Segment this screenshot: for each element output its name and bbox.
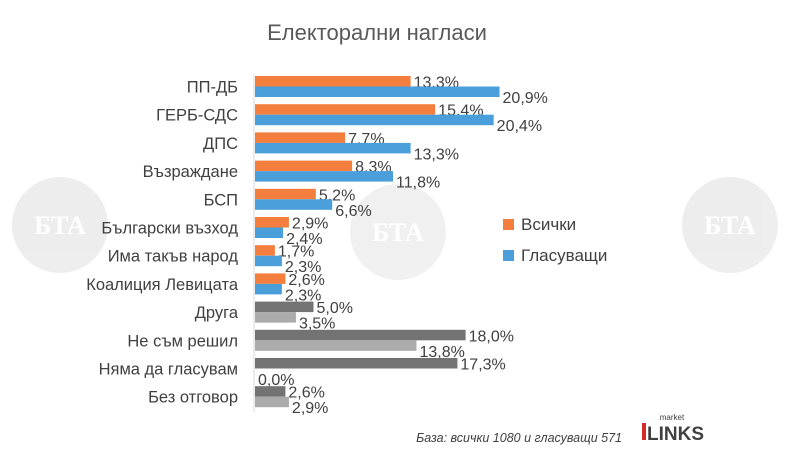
bar-glasuvashti-cat-1 — [255, 114, 494, 126]
value-label-glasuvashti-cat-2: 13,3% — [414, 146, 459, 163]
value-label-glasuvashti-cat-10: 0,0% — [258, 372, 294, 389]
category-label-cat-1: ГЕРБ-СДС — [156, 107, 238, 125]
chart-title: Електорални нагласи — [267, 20, 487, 45]
value-label-vsichki-cat-6: 1,7% — [278, 244, 314, 261]
bar-glasuvashti-cat-4 — [255, 199, 333, 210]
legend-label-vsichki: Всички — [521, 215, 576, 234]
category-label-cat-7: Коалиция Левицата — [86, 276, 239, 294]
bar-glasuvashti-cat-3 — [255, 171, 394, 182]
value-label-vsichki-cat-7: 2,6% — [288, 272, 324, 289]
bars-group: ПП-ДБ 13,3%20,9%ГЕРБ-СДС 15,4%20,4%ДПС 7,7%… — [86, 75, 548, 418]
bar-glasuvashti-cat-0 — [255, 86, 500, 97]
category-label-cat-3: Възраждане — [143, 163, 238, 181]
bar-glasuvashti-cat-11 — [255, 396, 289, 408]
bar-vsichki-cat-5 — [255, 217, 289, 228]
watermark-left: БТА — [12, 177, 108, 273]
market-links-logo: market LINKS — [642, 413, 704, 445]
value-label-glasuvashti-cat-0: 20,9% — [503, 90, 548, 107]
bar-vsichki-cat-4 — [255, 188, 316, 200]
category-label-cat-8: Друга — [195, 304, 239, 322]
value-label-glasuvashti-cat-5: 2,4% — [286, 231, 322, 248]
bar-vsichki-cat-3 — [255, 160, 353, 172]
footnote: База: всички 1080 и гласуващи 571 — [416, 431, 622, 445]
category-label-cat-6: Има такъв народ — [108, 248, 239, 266]
value-label-vsichki-cat-5: 2,9% — [292, 216, 328, 233]
value-label-glasuvashti-cat-8: 3,5% — [299, 316, 335, 333]
bar-vsichki-cat-11 — [255, 386, 286, 397]
value-label-glasuvashti-cat-6: 2,3% — [285, 259, 321, 276]
bar-glasuvashti-cat-7 — [255, 283, 282, 295]
logo-big-text: LINKS — [647, 424, 704, 445]
value-label-glasuvashti-cat-11: 2,9% — [292, 400, 328, 417]
logo-red-mark — [642, 423, 646, 440]
category-label-cat-4: БСП — [204, 191, 238, 209]
value-label-vsichki-cat-11: 2,6% — [288, 385, 324, 402]
logo-small-text: market — [660, 413, 685, 422]
bar-vsichki-cat-10 — [255, 358, 458, 369]
value-label-vsichki-cat-9: 18,0% — [469, 328, 514, 345]
bar-vsichki-cat-8 — [255, 301, 314, 313]
bar-vsichki-cat-7 — [255, 273, 286, 284]
bar-vsichki-cat-6 — [255, 245, 275, 256]
category-label-cat-0: ПП-ДБ — [187, 79, 238, 97]
value-label-glasuvashti-cat-3: 11,8% — [396, 175, 440, 192]
category-label-cat-11: Без отговор — [148, 389, 238, 407]
value-label-glasuvashti-cat-4: 6,6% — [335, 203, 371, 220]
value-label-glasuvashti-cat-1: 20,4% — [497, 118, 542, 135]
bar-vsichki-cat-0 — [255, 76, 411, 87]
svg-text:БТА: БТА — [34, 211, 86, 240]
bar-glasuvashti-cat-6 — [255, 255, 282, 267]
bar-vsichki-cat-2 — [255, 132, 346, 143]
legend: Всички Гласуващи — [503, 215, 607, 265]
value-label-vsichki-cat-8: 5,0% — [317, 300, 353, 317]
legend-swatch-glasuvashti — [503, 250, 514, 261]
bar-glasuvashti-cat-2 — [255, 142, 411, 154]
value-label-vsichki-cat-10: 17,3% — [460, 357, 505, 374]
bar-vsichki-cat-9 — [255, 329, 466, 341]
value-label-glasuvashti-cat-9: 13,8% — [419, 344, 464, 361]
bar-glasuvashti-cat-5 — [255, 227, 284, 238]
value-label-glasuvashti-cat-7: 2,3% — [285, 287, 321, 304]
category-label-cat-5: Български възход — [101, 220, 238, 238]
legend-swatch-vsichki — [503, 219, 514, 230]
bar-glasuvashti-cat-9 — [255, 340, 417, 351]
legend-label-glasuvashti: Гласуващи — [521, 246, 607, 265]
watermark-center: БТА — [350, 184, 446, 280]
bar-vsichki-cat-1 — [255, 104, 436, 115]
category-label-cat-9: Не съм решил — [127, 332, 238, 350]
category-label-cat-2: ДПС — [203, 135, 238, 153]
svg-text:БТА: БТА — [372, 218, 424, 247]
svg-text:БТА: БТА — [704, 211, 756, 240]
category-label-cat-10: Няма да гласувам — [99, 361, 238, 379]
watermark-right: БТА — [682, 177, 778, 273]
bar-glasuvashti-cat-8 — [255, 312, 296, 323]
